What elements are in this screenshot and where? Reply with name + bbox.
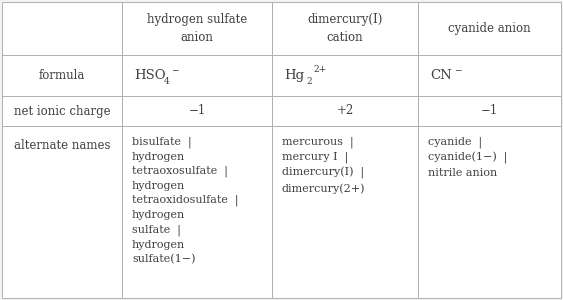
Text: mercurous  |
mercury I  |
dimercury(I)  |
dimercury(2+): mercurous | mercury I | dimercury(I) | d… xyxy=(282,136,365,194)
Text: formula: formula xyxy=(39,69,85,82)
Text: hydrogen sulfate
anion: hydrogen sulfate anion xyxy=(147,13,247,44)
Bar xyxy=(418,55,561,96)
Text: −: − xyxy=(454,65,462,74)
Text: CN: CN xyxy=(430,69,452,82)
Text: bisulfate  |
hydrogen
tetraoxosulfate  |
hydrogen
tetraoxidosulfate  |
hydrogen
: bisulfate | hydrogen tetraoxosulfate | h… xyxy=(132,136,239,265)
Text: dimercury(I)
cation: dimercury(I) cation xyxy=(307,13,383,44)
Bar xyxy=(418,2,561,55)
Bar xyxy=(272,96,418,126)
Text: Hg: Hg xyxy=(284,69,304,82)
Bar xyxy=(122,2,272,55)
Bar xyxy=(418,126,561,298)
Bar xyxy=(2,55,122,96)
Bar xyxy=(2,96,122,126)
Text: −1: −1 xyxy=(481,104,498,118)
Bar xyxy=(272,126,418,298)
Text: 4: 4 xyxy=(164,76,170,85)
Text: 2+: 2+ xyxy=(313,65,326,74)
Text: net ionic charge: net ionic charge xyxy=(14,104,110,118)
Bar xyxy=(2,126,122,298)
Text: cyanide anion: cyanide anion xyxy=(448,22,531,35)
Text: alternate names: alternate names xyxy=(14,139,110,152)
Bar xyxy=(122,96,272,126)
Text: cyanide  |
cyanide(1−)  |
nitrile anion: cyanide | cyanide(1−) | nitrile anion xyxy=(428,136,507,178)
Bar xyxy=(418,96,561,126)
Text: 2: 2 xyxy=(306,76,312,85)
Bar xyxy=(2,2,122,55)
Text: −1: −1 xyxy=(189,104,205,118)
Bar xyxy=(272,2,418,55)
Text: HSO: HSO xyxy=(134,69,166,82)
Text: −: − xyxy=(172,65,179,74)
Bar xyxy=(122,126,272,298)
Text: +2: +2 xyxy=(336,104,354,118)
Bar xyxy=(122,55,272,96)
Bar xyxy=(272,55,418,96)
